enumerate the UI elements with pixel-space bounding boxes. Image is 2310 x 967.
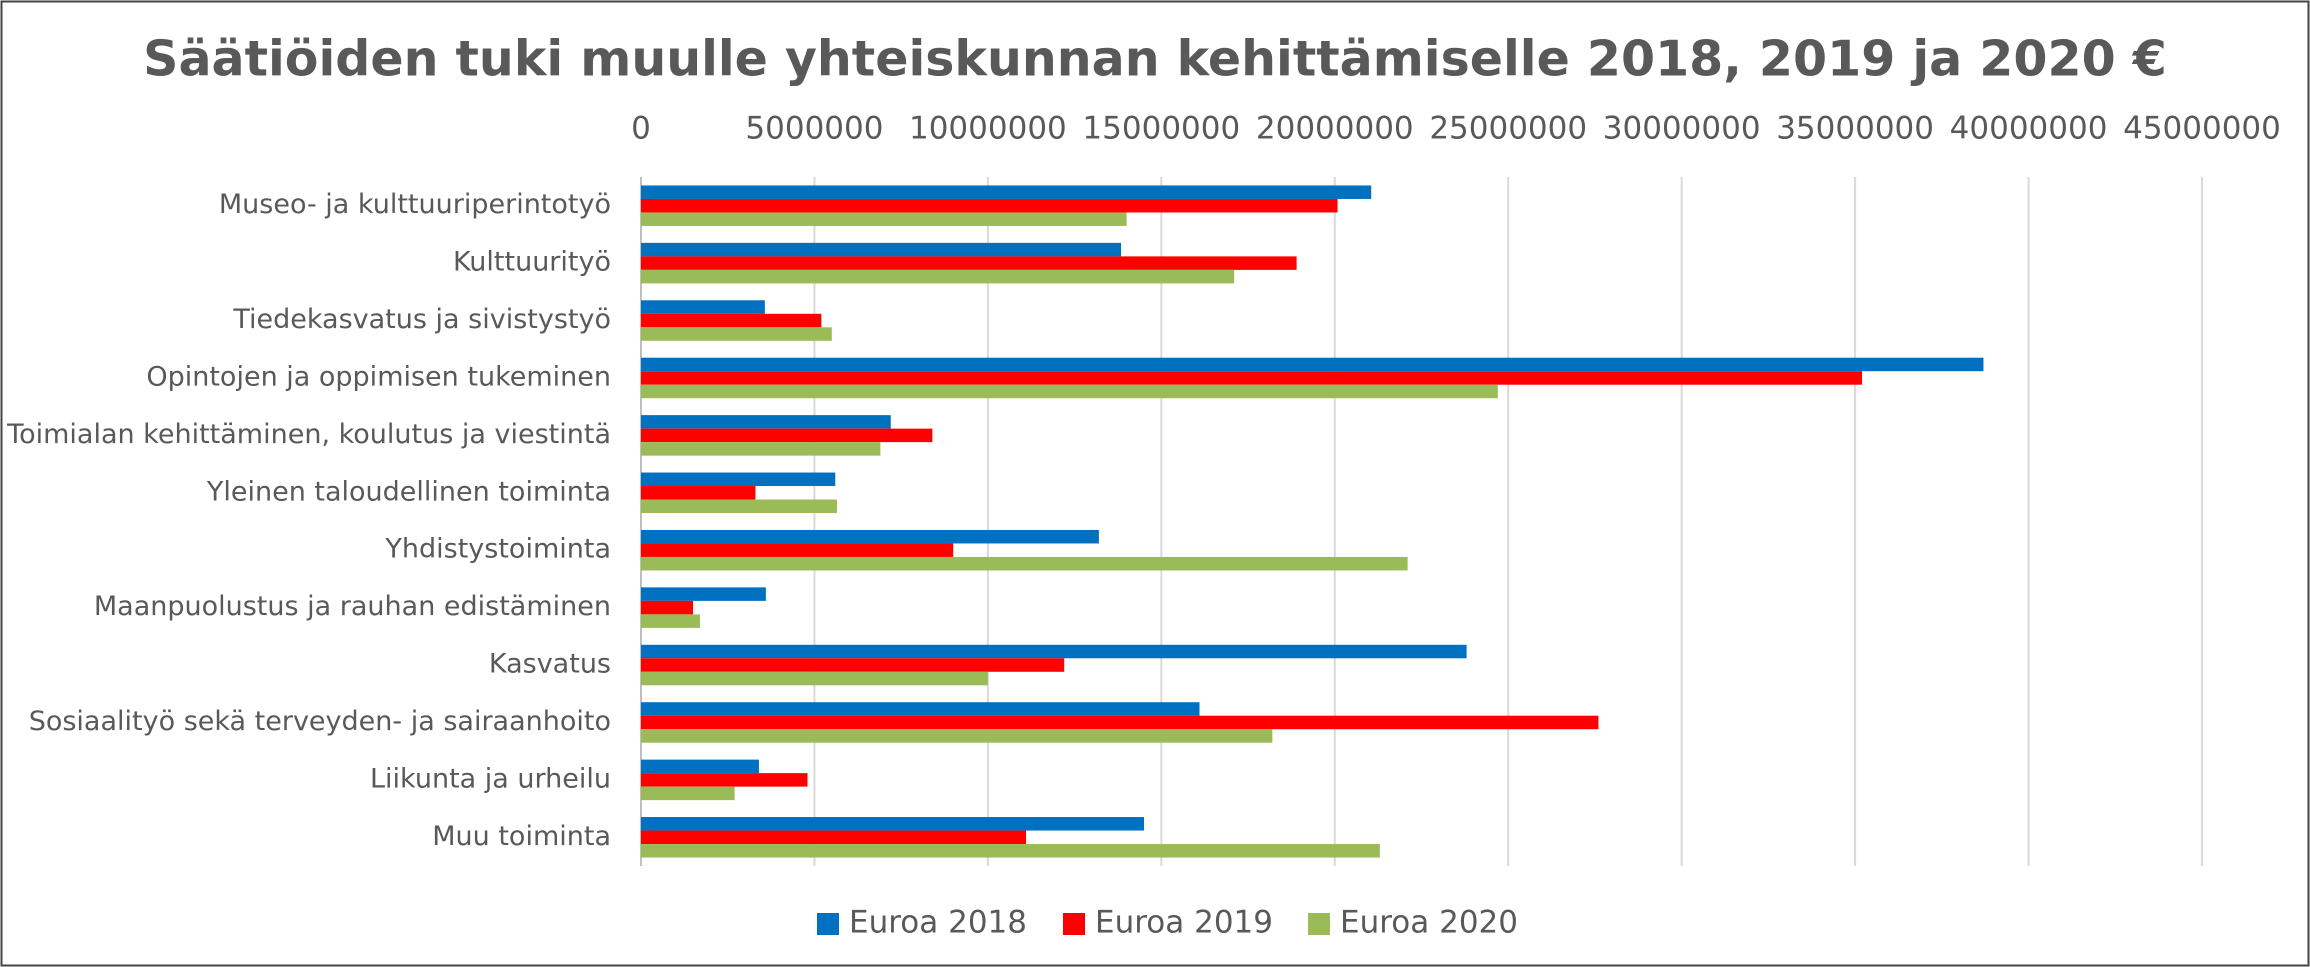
bar <box>641 415 891 429</box>
x-tick-label: 35000000 <box>1776 111 1934 147</box>
bar <box>641 185 1372 199</box>
x-tick-label: 10000000 <box>909 111 1067 147</box>
bar <box>641 644 1467 659</box>
bar <box>641 371 1863 385</box>
bar <box>641 428 933 443</box>
bar <box>641 817 1144 831</box>
bar <box>641 600 694 615</box>
bar <box>641 472 836 487</box>
x-tick-label: 30000000 <box>1603 111 1761 147</box>
y-tick-label: Tiedekasvatus ja sivistystyö <box>232 304 611 335</box>
x-tick-label: 40000000 <box>1950 111 2108 147</box>
legend-label: Euroa 2018 <box>849 905 1027 941</box>
chart-title: Säätiöiden tuki muulle yhteiskunnan kehi… <box>143 31 2167 88</box>
x-tick-label: 15000000 <box>1082 111 1240 147</box>
bar <box>641 384 1498 399</box>
y-tick-label: Yhdistystoiminta <box>384 534 611 565</box>
bar <box>641 313 822 328</box>
x-tick-label: 0 <box>631 111 651 147</box>
bar <box>641 442 881 456</box>
legend-label: Euroa 2020 <box>1340 905 1518 941</box>
y-tick-label: Opintojen ja oppimisen tukeminen <box>146 361 611 392</box>
bar <box>641 499 837 514</box>
bar <box>641 327 832 341</box>
bar <box>641 715 1599 730</box>
bar <box>641 242 1122 257</box>
bar <box>641 786 735 801</box>
x-tick-label: 20000000 <box>1256 111 1414 147</box>
legend-swatch <box>1063 913 1085 935</box>
y-tick-label: Kasvatus <box>489 649 611 680</box>
legend-swatch <box>817 913 839 935</box>
y-tick-label: Liikunta ja urheilu <box>370 763 611 794</box>
bar <box>641 212 1127 226</box>
bar <box>641 529 1099 544</box>
bar <box>641 486 756 500</box>
x-tick-label: 5000000 <box>745 111 883 147</box>
bar <box>641 830 1027 845</box>
bar <box>641 729 1273 743</box>
x-tick-label: 25000000 <box>1429 111 1587 147</box>
bar <box>641 844 1380 858</box>
bar <box>641 198 1338 213</box>
y-tick-label: Toimialan kehittäminen, koulutus ja vies… <box>6 419 611 450</box>
bar <box>641 671 988 686</box>
bar <box>641 773 808 787</box>
bar <box>641 300 765 314</box>
y-tick-label: Museo- ja kulttuuriperintotyö <box>219 189 611 220</box>
y-tick-label: Kulttuurityö <box>453 247 611 278</box>
x-tick-label: 45000000 <box>2123 111 2281 147</box>
bar <box>641 702 1200 716</box>
bar <box>641 357 1984 372</box>
bar <box>641 256 1297 270</box>
legend-swatch <box>1308 913 1330 935</box>
bar <box>641 556 1408 571</box>
y-tick-label: Yleinen taloudellinen toiminta <box>206 476 611 507</box>
bar <box>641 614 700 628</box>
y-tick-label: Maanpuolustus ja rauhan edistäminen <box>94 591 611 622</box>
bar <box>641 543 954 557</box>
bar <box>641 587 766 601</box>
bar <box>641 269 1235 284</box>
y-tick-label: Muu toiminta <box>432 821 611 852</box>
bar <box>641 658 1065 672</box>
y-tick-label: Sosiaalityö sekä terveyden- ja sairaanho… <box>29 706 611 737</box>
legend-label: Euroa 2019 <box>1095 905 1273 941</box>
bar <box>641 759 759 774</box>
